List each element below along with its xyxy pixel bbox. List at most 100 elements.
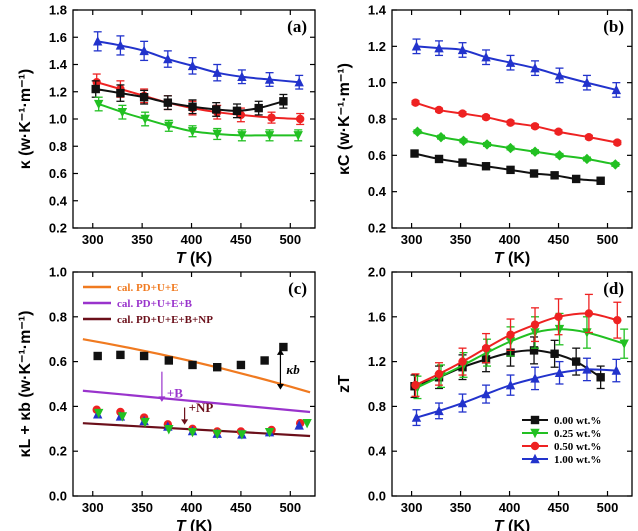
data-point [435, 131, 447, 143]
y-tick-label: 0.8 [368, 399, 386, 414]
series-100wt [92, 31, 304, 90]
data-point [582, 364, 592, 374]
data-point [163, 98, 173, 107]
data-point [550, 349, 559, 358]
x-tick-label: 300 [401, 232, 423, 247]
data-point [571, 174, 581, 184]
data-point [164, 121, 174, 132]
data-point [505, 142, 516, 154]
x-tick-label: 450 [548, 232, 570, 247]
data-point [554, 70, 565, 80]
annotation-b: +B [167, 385, 183, 400]
data-point [613, 315, 622, 325]
data-point [506, 165, 515, 175]
data-point [164, 425, 174, 435]
x-tick-label: 450 [548, 500, 570, 515]
data-point [187, 127, 198, 137]
legend-marker [530, 428, 540, 439]
y-tick-label: 1.4 [368, 3, 387, 18]
data-point [596, 176, 605, 185]
data-point [505, 379, 516, 390]
y-tick-label: 0.2 [49, 444, 67, 459]
legend-entry: 0.25 wt.% [554, 428, 601, 440]
y-tick-label: 0.6 [49, 354, 67, 369]
panel-label: (c) [288, 279, 307, 298]
x-tick-label: 300 [82, 500, 104, 515]
x-tick-label: 500 [279, 500, 301, 515]
y-tick-label: 0.4 [368, 444, 387, 459]
data-point [434, 42, 444, 53]
y-tick-label: 2.0 [368, 265, 386, 280]
data-point [458, 357, 467, 366]
data-point [434, 369, 444, 379]
data-point [582, 77, 592, 87]
panel-d: 300 350 400 450 500 0.0 0.4 0.8 1.2 1.6 2.0 T (K) zT… [336, 265, 633, 531]
data-point [140, 114, 150, 125]
y-tick-label: 1.2 [368, 354, 386, 369]
y-tick-label: 1.0 [49, 112, 67, 127]
data-point [237, 430, 247, 440]
data-point [458, 158, 467, 167]
data-point [554, 367, 565, 377]
data-point [116, 350, 125, 360]
x-axis-label: T (K) [176, 518, 212, 531]
data-point [481, 112, 491, 122]
data-point [530, 320, 540, 329]
arrow-kb-head-down [276, 384, 284, 390]
data-point [188, 102, 197, 111]
data-point [264, 131, 275, 141]
y-tick-label: 0.4 [49, 399, 68, 414]
data-point [187, 60, 198, 71]
panel-label: (a) [287, 17, 307, 36]
series-000wt [410, 149, 605, 185]
data-point [411, 41, 422, 51]
series-025wt [412, 126, 621, 170]
data-point [530, 62, 540, 73]
y-tick-label: 0.6 [368, 148, 386, 163]
legend-entry: cal. PD+U+E [117, 282, 178, 294]
x-tick-label: 300 [82, 232, 104, 247]
y-tick-label: 1.2 [368, 39, 386, 54]
data-point [613, 138, 622, 147]
data-point [254, 103, 263, 113]
legend-entry: 1.00 wt.% [554, 454, 601, 466]
data-point [411, 380, 420, 390]
data-point [481, 162, 491, 171]
y-tick-label: 1.6 [49, 30, 67, 45]
legend-entry: 0.50 wt.% [554, 441, 601, 453]
data-point [434, 154, 444, 164]
x-tick-label: 350 [131, 500, 153, 515]
data-point [584, 309, 594, 318]
data-point [294, 77, 304, 87]
data-point [610, 159, 621, 170]
data-point [554, 127, 563, 136]
data-point [481, 52, 491, 62]
data-point [293, 131, 303, 141]
data-point [93, 408, 104, 419]
calc-line [82, 389, 311, 414]
data-point [434, 105, 444, 115]
data-point [264, 74, 275, 84]
legend: cal. PD+U+E cal. PD+U+E+B cal. PD+U+E+B+NP [83, 282, 213, 326]
data-point [212, 67, 222, 77]
data-point [264, 427, 275, 438]
y-tick-label: 1.6 [368, 309, 386, 324]
series-025wt [412, 312, 629, 400]
data-point [163, 53, 173, 64]
data-point [279, 97, 288, 106]
data-point [411, 98, 420, 107]
y-tick-label: 1.8 [49, 3, 67, 18]
data-point [237, 131, 247, 141]
x-axis-label: T (K) [176, 250, 212, 267]
data-point [529, 169, 539, 178]
x-tick-label: 500 [597, 500, 619, 515]
data-point [139, 45, 149, 56]
data-point [116, 88, 125, 98]
legend-entry: cal. PD+U+E+B [117, 298, 193, 310]
series-100wt [411, 357, 622, 427]
legend-marker [530, 453, 540, 464]
data-point [410, 149, 419, 158]
x-tick-label: 300 [401, 500, 423, 515]
data-point [140, 417, 150, 428]
plot-frame [391, 271, 633, 497]
